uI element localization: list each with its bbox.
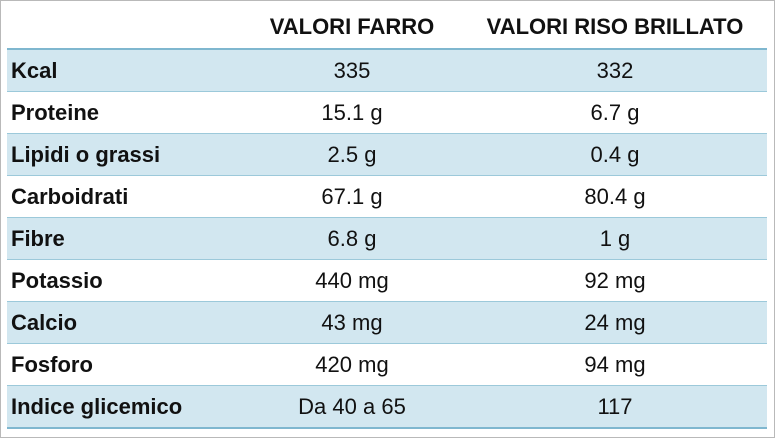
farro-value: 67.1 g [241, 175, 463, 218]
farro-value: 6.8 g [241, 217, 463, 260]
header-farro: VALORI FARRO [241, 6, 463, 50]
header-riso: VALORI RISO BRILLATO [463, 6, 767, 50]
riso-value: 24 mg [463, 301, 767, 344]
riso-value: 80.4 g [463, 175, 767, 218]
farro-value: 43 mg [241, 301, 463, 344]
nutrient-label: Kcal [7, 49, 241, 92]
table-row: Calcio 43 mg 24 mg [7, 301, 767, 344]
nutrient-label: Proteine [7, 91, 241, 134]
table-row: Kcal 335 332 [7, 49, 767, 92]
riso-value: 117 [463, 385, 767, 429]
nutrient-label: Indice glicemico [7, 385, 241, 429]
farro-value: 2.5 g [241, 133, 463, 176]
nutrient-label: Fosforo [7, 343, 241, 386]
nutrient-label: Calcio [7, 301, 241, 344]
riso-value: 6.7 g [463, 91, 767, 134]
nutrient-label: Fibre [7, 217, 241, 260]
riso-value: 92 mg [463, 259, 767, 302]
riso-value: 1 g [463, 217, 767, 260]
table-header-row: VALORI FARRO VALORI RISO BRILLATO [7, 6, 767, 50]
header-nutrient [7, 6, 241, 50]
farro-value: Da 40 a 65 [241, 385, 463, 429]
nutrient-label: Potassio [7, 259, 241, 302]
table-row: Indice glicemico Da 40 a 65 117 [7, 385, 767, 429]
farro-value: 420 mg [241, 343, 463, 386]
farro-value: 15.1 g [241, 91, 463, 134]
riso-value: 94 mg [463, 343, 767, 386]
table-row: Carboidrati 67.1 g 80.4 g [7, 175, 767, 218]
nutrient-label: Lipidi o grassi [7, 133, 241, 176]
riso-value: 332 [463, 49, 767, 92]
table-row: Fosforo 420 mg 94 mg [7, 343, 767, 386]
nutrition-comparison-table: VALORI FARRO VALORI RISO BRILLATO Kcal 33… [7, 6, 767, 429]
table-row: Proteine 15.1 g 6.7 g [7, 91, 767, 134]
riso-value: 0.4 g [463, 133, 767, 176]
table-row: Potassio 440 mg 92 mg [7, 259, 767, 302]
table-row: Lipidi o grassi 2.5 g 0.4 g [7, 133, 767, 176]
farro-value: 335 [241, 49, 463, 92]
farro-value: 440 mg [241, 259, 463, 302]
nutrient-label: Carboidrati [7, 175, 241, 218]
